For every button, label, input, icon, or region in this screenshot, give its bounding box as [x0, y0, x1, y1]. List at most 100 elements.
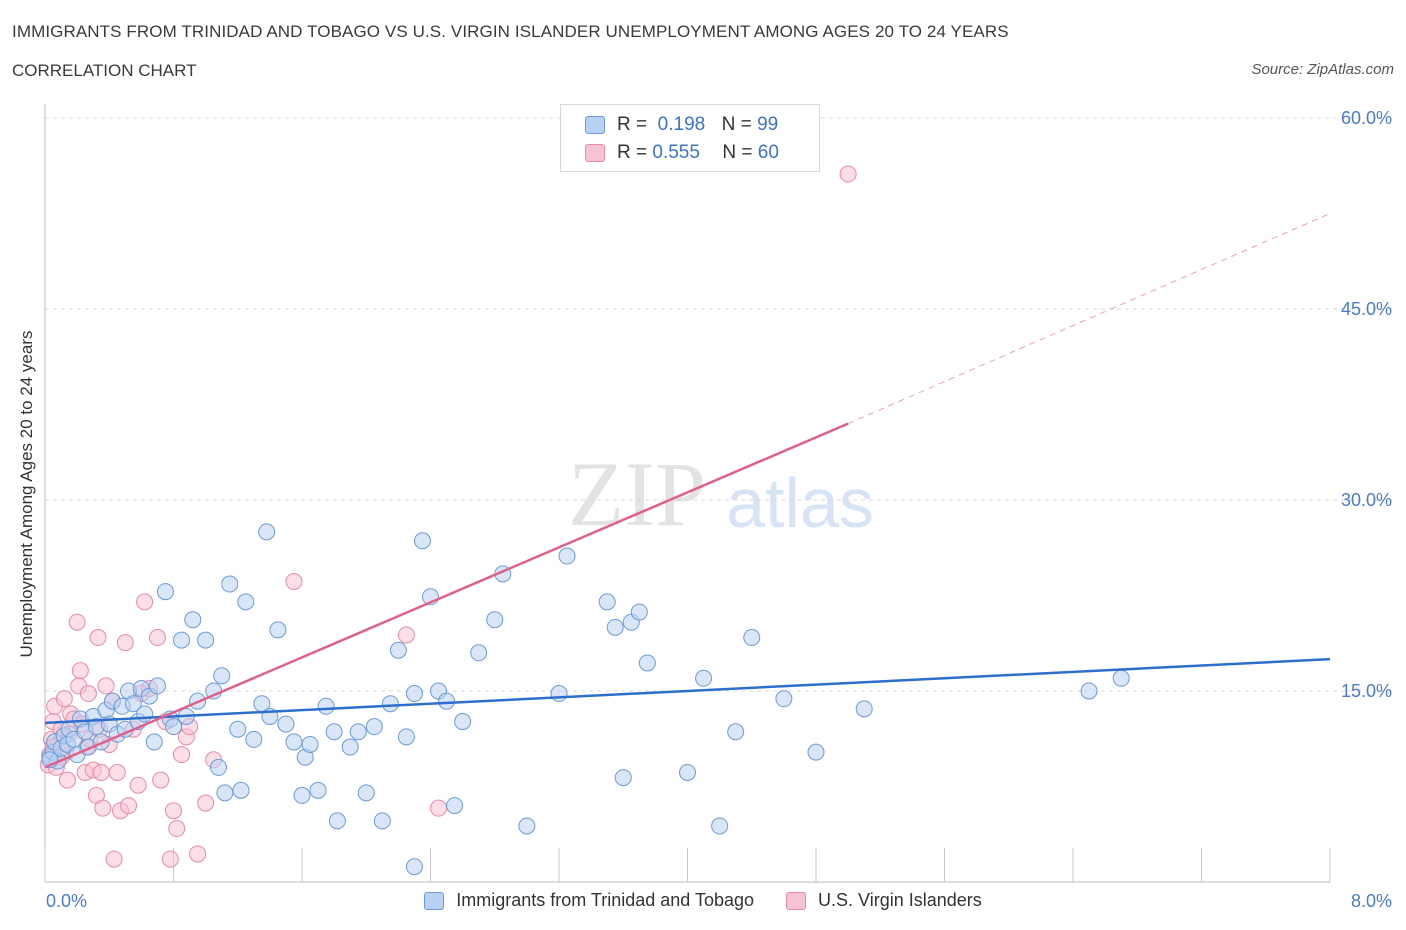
- point-trinidad: [285, 733, 303, 751]
- point-trinidad: [855, 700, 873, 718]
- point-trinidad: [357, 784, 375, 802]
- chart-title: IMMIGRANTS FROM TRINIDAD AND TOBAGO VS U…: [12, 22, 1009, 41]
- point-virgin-islanders: [152, 771, 170, 789]
- point-trinidad: [325, 723, 343, 741]
- legend-row-series2: R = 0.555 N = 60: [585, 141, 779, 165]
- point-trinidad: [727, 723, 745, 741]
- point-trinidad: [373, 812, 391, 830]
- point-trinidad: [237, 593, 255, 611]
- point-trinidad: [221, 575, 239, 593]
- point-trinidad: [365, 718, 383, 736]
- point-trinidad: [446, 797, 464, 815]
- point-virgin-islanders: [97, 677, 115, 695]
- point-trinidad: [413, 532, 431, 550]
- point-trinidad: [598, 593, 616, 611]
- point-virgin-islanders: [189, 845, 207, 863]
- point-trinidad: [216, 784, 234, 802]
- point-trinidad: [269, 621, 287, 639]
- point-virgin-islanders: [839, 165, 857, 183]
- point-virgin-islanders: [116, 634, 134, 652]
- point-trinidad: [148, 677, 166, 695]
- point-trinidad: [679, 763, 696, 781]
- point-virgin-islanders: [129, 776, 147, 794]
- point-trinidad: [229, 720, 247, 738]
- point-trinidad: [349, 723, 367, 741]
- point-trinidad: [606, 618, 624, 636]
- point-virgin-islanders: [79, 685, 97, 703]
- y-tick-label: 45.0%: [1341, 299, 1392, 319]
- trendline-virgin-islanders: [44, 422, 849, 769]
- point-trinidad: [232, 781, 250, 799]
- point-trinidad: [470, 644, 488, 662]
- legend-item-virgin-islanders[interactable]: U.S. Virgin Islanders: [786, 890, 982, 911]
- point-virgin-islanders: [58, 771, 76, 789]
- point-trinidad: [173, 631, 191, 649]
- legend-n-label: N =: [721, 114, 752, 135]
- point-virgin-islanders: [173, 746, 191, 764]
- y-tick-label: 60.0%: [1341, 108, 1392, 128]
- point-trinidad: [213, 667, 231, 685]
- y-tick-label: 30.0%: [1341, 490, 1392, 510]
- point-trinidad: [341, 738, 359, 756]
- watermark-atlas: atlas: [726, 464, 874, 542]
- point-virgin-islanders: [108, 763, 126, 781]
- point-virgin-islanders: [285, 572, 303, 590]
- point-trinidad: [711, 817, 729, 835]
- point-trinidad: [405, 685, 423, 703]
- point-trinidad: [550, 685, 568, 703]
- point-virgin-islanders: [71, 662, 89, 680]
- correlation-legend: R = 0.198 N = 99 R = 0.555 N = 60: [560, 104, 820, 172]
- point-virgin-islanders: [92, 763, 110, 781]
- point-trinidad: [184, 611, 202, 629]
- point-trinidad: [197, 631, 215, 649]
- point-virgin-islanders: [397, 626, 415, 644]
- chart-subtitle: CORRELATION CHART: [12, 61, 197, 80]
- point-virgin-islanders: [120, 797, 138, 815]
- legend-swatch-blue: [585, 116, 605, 134]
- y-tick-label: 15.0%: [1341, 681, 1392, 701]
- point-trinidad: [558, 547, 576, 565]
- point-trinidad: [775, 690, 793, 708]
- point-trinidad: [614, 769, 632, 787]
- trendline-virgin-islanders-extension: [847, 213, 1331, 425]
- point-trinidad: [136, 705, 154, 723]
- point-trinidad: [1112, 669, 1130, 687]
- point-trinidad: [518, 817, 536, 835]
- point-virgin-islanders: [94, 799, 112, 817]
- point-trinidad: [486, 611, 504, 629]
- point-virgin-islanders: [89, 629, 107, 647]
- legend-label-virgin-islanders: U.S. Virgin Islanders: [818, 890, 982, 910]
- legend-item-trinidad[interactable]: Immigrants from Trinidad and Tobago: [424, 890, 754, 911]
- point-virgin-islanders: [161, 850, 179, 868]
- legend-row-series1: R = 0.198 N = 99: [585, 113, 778, 137]
- point-trinidad: [317, 697, 335, 715]
- point-trinidad: [1080, 682, 1098, 700]
- point-trinidad: [301, 735, 319, 753]
- legend-r-value-2: 0.555: [652, 142, 700, 163]
- point-trinidad: [638, 654, 656, 672]
- y-axis-label: Unemployment Among Ages 20 to 24 years: [17, 330, 36, 658]
- point-virgin-islanders: [55, 690, 73, 708]
- point-trinidad: [807, 743, 825, 761]
- point-trinidad: [145, 733, 163, 751]
- legend-n-label: N =: [722, 142, 753, 163]
- point-virgin-islanders: [68, 613, 86, 631]
- point-trinidad: [277, 715, 295, 733]
- point-virgin-islanders: [165, 802, 182, 820]
- trendline-trinidad: [44, 657, 1331, 725]
- point-trinidad: [293, 786, 311, 804]
- legend-r-label: R =: [617, 142, 648, 163]
- legend-n-value-2: 60: [757, 142, 779, 163]
- point-trinidad: [630, 603, 648, 621]
- series-legend: Immigrants from Trinidad and Tobago U.S.…: [0, 890, 1406, 911]
- point-trinidad: [328, 812, 346, 830]
- point-trinidad: [454, 713, 472, 731]
- point-virgin-islanders: [168, 820, 186, 838]
- legend-n-value-1: 99: [757, 114, 779, 135]
- legend-r-label: R =: [617, 114, 648, 135]
- point-virgin-islanders: [105, 850, 123, 868]
- point-virgin-islanders: [148, 629, 166, 647]
- point-trinidad: [695, 669, 713, 687]
- point-virgin-islanders: [197, 794, 215, 812]
